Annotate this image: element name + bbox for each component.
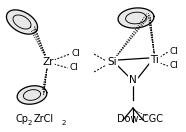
Text: N: N: [129, 75, 137, 85]
Text: Zr: Zr: [42, 57, 54, 67]
Text: 2: 2: [62, 120, 66, 126]
Text: 2: 2: [28, 120, 32, 126]
Polygon shape: [7, 10, 38, 34]
Text: ZrCl: ZrCl: [34, 114, 54, 124]
Text: Cl: Cl: [170, 62, 179, 70]
Text: Si: Si: [107, 57, 117, 67]
Text: Cl: Cl: [170, 48, 179, 56]
Text: Cl: Cl: [72, 50, 81, 58]
Polygon shape: [118, 8, 154, 28]
Text: Cl: Cl: [70, 63, 79, 72]
Text: Cp: Cp: [15, 114, 28, 124]
Text: Ti: Ti: [150, 55, 159, 65]
Text: Dow-CGC: Dow-CGC: [117, 114, 163, 124]
Polygon shape: [17, 86, 47, 104]
